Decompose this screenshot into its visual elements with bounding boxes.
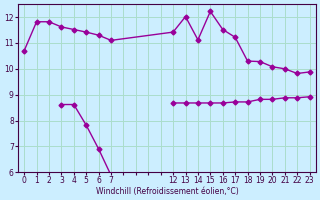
X-axis label: Windchill (Refroidissement éolien,°C): Windchill (Refroidissement éolien,°C): [96, 187, 238, 196]
